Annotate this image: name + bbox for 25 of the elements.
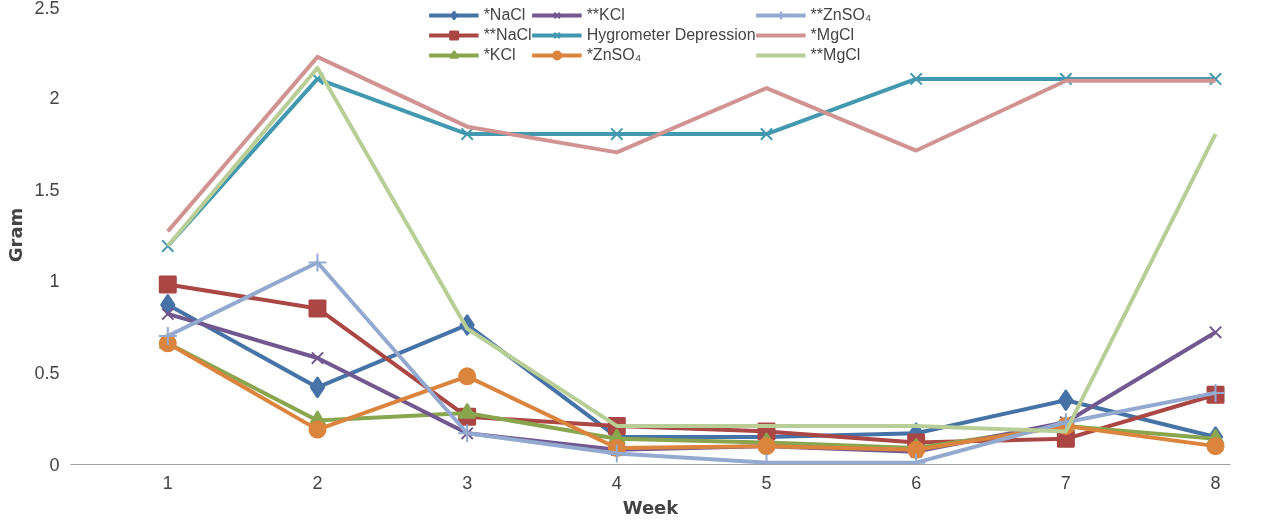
- legend-label: *NaCl: [483, 6, 526, 24]
- x-tick-label: 3: [462, 472, 473, 493]
- x-axis-title: Week: [622, 496, 680, 518]
- legend-label: **ZnSO₄: [810, 6, 872, 24]
- x-tick-label: 2: [312, 472, 323, 493]
- legend-label: **MgCl: [810, 46, 861, 64]
- x-tick-label: 4: [611, 472, 622, 493]
- legend-label: **NaCl: [483, 26, 532, 44]
- x-tick-label: 6: [911, 472, 922, 493]
- y-axis-title: Gram: [5, 207, 27, 263]
- y-tick-label: 1: [49, 271, 60, 292]
- x-tick-label: 1: [162, 472, 173, 493]
- legend-label: *ZnSO₄: [586, 46, 642, 64]
- legend-label: Hygrometer Depression: [586, 26, 756, 44]
- y-tick-label: 2.5: [34, 0, 60, 18]
- x-tick-label: 5: [761, 472, 772, 493]
- y-tick-label: 0: [49, 455, 60, 475]
- y-tick-label: 2: [49, 87, 60, 108]
- x-tick-label: 7: [1060, 472, 1071, 493]
- y-tick-label: 0.5: [34, 363, 60, 384]
- y-tick-label: 1.5: [34, 179, 60, 200]
- x-tick-label: 8: [1210, 472, 1221, 493]
- legend-label: *MgCl: [810, 26, 855, 44]
- legend-label: *KCl: [483, 46, 516, 64]
- legend-label: **KCl: [586, 6, 625, 24]
